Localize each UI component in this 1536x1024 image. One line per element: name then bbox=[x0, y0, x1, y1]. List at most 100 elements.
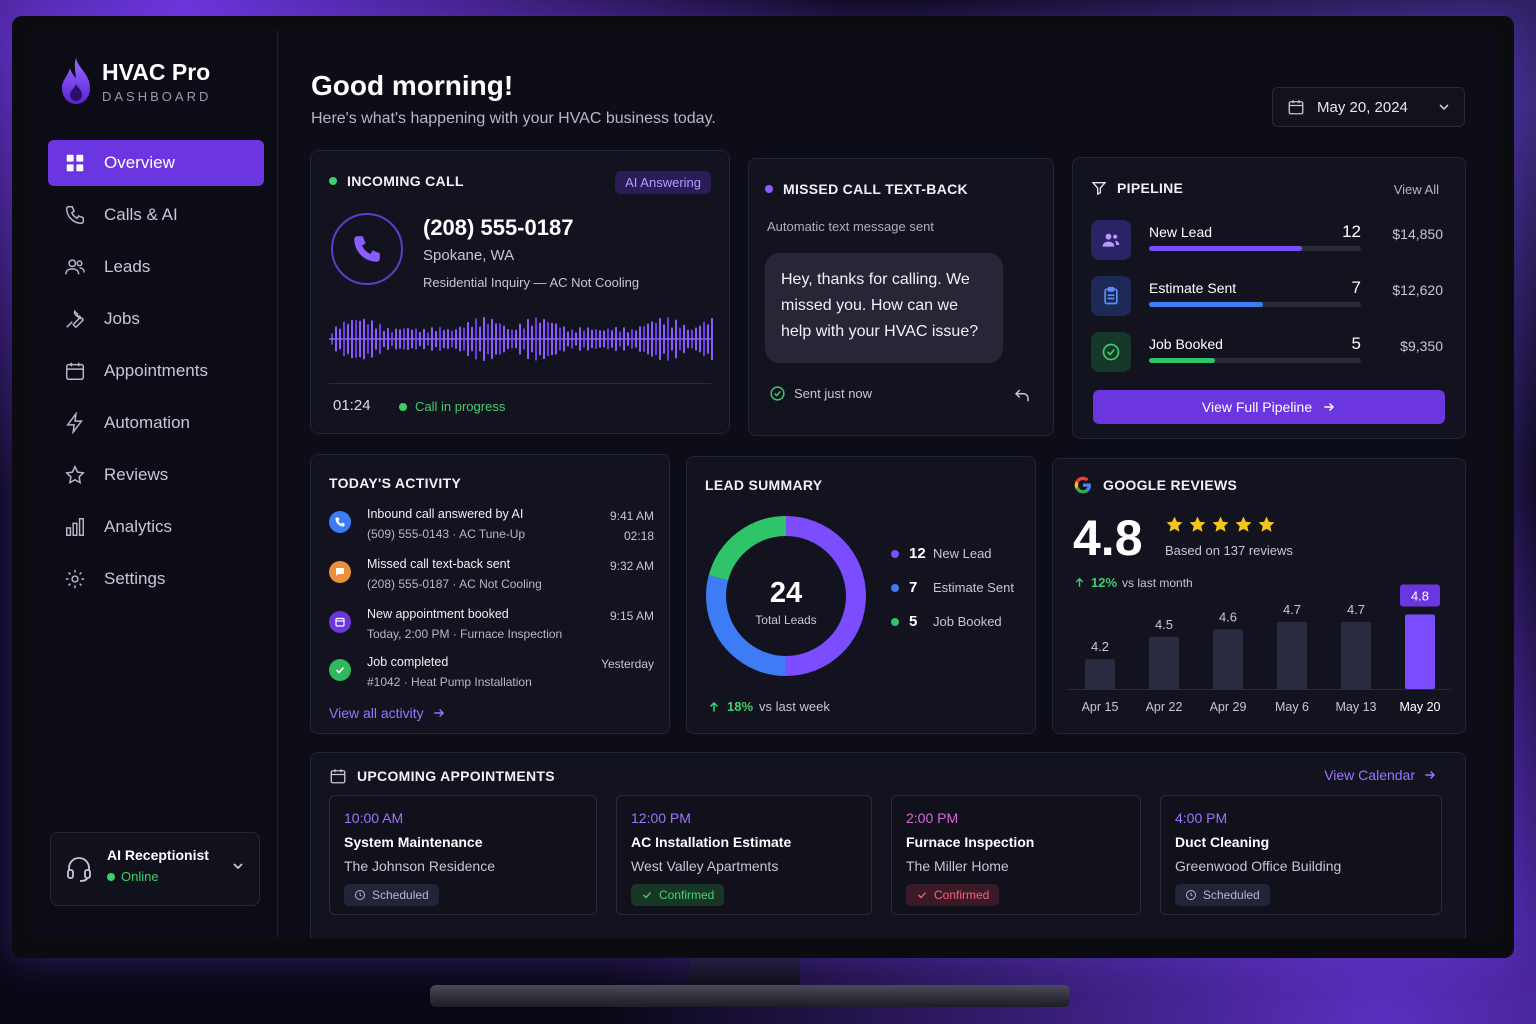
ai-receptionist-toggle[interactable]: AI Receptionist Online bbox=[50, 832, 260, 906]
view-all-activity-link[interactable]: View all activity bbox=[329, 705, 446, 721]
reply-icon[interactable] bbox=[1013, 387, 1031, 405]
call-status: Call in progress bbox=[399, 399, 505, 414]
page-subtitle: Here's what's happening with your HVAC b… bbox=[311, 110, 716, 127]
dashboard-screen: HVAC Pro DASHBOARD Overview Calls & AI L… bbox=[28, 30, 1498, 938]
clock-icon bbox=[1186, 890, 1196, 900]
chevron-down-icon bbox=[233, 863, 243, 870]
data-label: 4.5 bbox=[1155, 617, 1173, 632]
appointment-title: Duct Cleaning bbox=[1175, 834, 1270, 850]
bolt-icon bbox=[66, 412, 83, 434]
calendar-icon bbox=[66, 362, 84, 380]
chart-bar[interactable] bbox=[1149, 636, 1179, 689]
date-picker[interactable]: May 20, 2024 bbox=[1272, 87, 1465, 127]
activity-detail: (208) 555-0187 · AC Not Cooling bbox=[367, 577, 542, 591]
stage-count: 5 bbox=[1351, 334, 1361, 353]
message-icon bbox=[336, 568, 344, 576]
activity-time: 9:15 AM bbox=[609, 609, 654, 623]
growth-label: vs last week bbox=[759, 699, 830, 714]
clipboard-icon bbox=[1104, 286, 1118, 305]
phone-icon bbox=[66, 206, 84, 224]
sidebar-item-analytics[interactable]: Analytics bbox=[48, 504, 264, 550]
status-text: Online bbox=[121, 869, 159, 884]
review-growth: 12% vs last month bbox=[1073, 575, 1193, 590]
sidebar-item-settings[interactable]: Settings bbox=[48, 556, 264, 602]
card-title: MISSED CALL TEXT-BACK bbox=[783, 181, 968, 197]
sidebar-item-reviews[interactable]: Reviews bbox=[48, 452, 264, 498]
activity-item[interactable]: Inbound call answered by AI (509) 555-01… bbox=[329, 507, 654, 551]
activity-item[interactable]: Missed call text-back sent (208) 555-018… bbox=[329, 557, 654, 601]
sidebar-item-automation[interactable]: Automation bbox=[48, 400, 264, 446]
sidebar-item-label: Overview bbox=[104, 153, 175, 172]
status-text: Confirmed bbox=[659, 888, 715, 902]
pipeline-row-new-lead[interactable]: New Lead 12 $14,850 bbox=[1091, 220, 1447, 260]
progress-track bbox=[1149, 246, 1361, 251]
chart-bar[interactable] bbox=[1085, 659, 1115, 689]
activity-icon bbox=[329, 511, 351, 533]
stage-count: 7 bbox=[1351, 278, 1361, 297]
monitor-foot bbox=[430, 985, 1070, 1007]
card-header: UPCOMING APPOINTMENTS bbox=[329, 767, 555, 785]
pipeline-card: PIPELINE View All New Lead 12 $14,850 Es… bbox=[1072, 157, 1466, 439]
chart-bar[interactable] bbox=[1405, 614, 1435, 689]
activity-card: TODAY'S ACTIVITY Inbound call answered b… bbox=[310, 454, 670, 734]
legend-label: New Lead bbox=[933, 546, 992, 561]
activity-detail: (509) 555-0143 · AC Tune-Up bbox=[367, 527, 526, 541]
lead-summary-card: LEAD SUMMARY 24 Total Leads 12 New Lead 7… bbox=[686, 456, 1036, 734]
status-dot bbox=[399, 402, 407, 411]
sidebar-item-calls[interactable]: Calls & AI bbox=[48, 192, 264, 238]
bar-chart-icon bbox=[66, 518, 84, 536]
ai-answering-badge: AI Answering bbox=[615, 171, 711, 194]
data-label: 4.2 bbox=[1091, 639, 1109, 654]
legend-label: Job Booked bbox=[933, 614, 1002, 629]
appointment-card[interactable]: 4:00 PM Duct Cleaning Greenwood Office B… bbox=[1160, 795, 1442, 915]
chart-bar[interactable] bbox=[1213, 629, 1243, 689]
card-title: TODAY'S ACTIVITY bbox=[329, 475, 462, 491]
status-dot bbox=[765, 185, 773, 193]
view-full-pipeline-button[interactable]: View Full Pipeline bbox=[1093, 390, 1445, 424]
star-icon bbox=[1258, 516, 1275, 532]
headset-icon bbox=[67, 857, 91, 882]
logo[interactable]: HVAC Pro DASHBOARD bbox=[60, 56, 211, 106]
review-count: Based on 137 reviews bbox=[1165, 543, 1293, 558]
arrow-up-icon bbox=[709, 701, 719, 712]
sidebar-item-label: Jobs bbox=[104, 309, 140, 328]
chart-bar[interactable] bbox=[1341, 621, 1371, 689]
call-timer: 01:24 bbox=[333, 397, 371, 414]
appointment-card[interactable]: 12:00 PM AC Installation Estimate West V… bbox=[616, 795, 872, 915]
chart-bar[interactable] bbox=[1277, 621, 1307, 689]
sidebar-item-jobs[interactable]: Jobs bbox=[48, 296, 264, 342]
status-text: Sent just now bbox=[794, 386, 873, 401]
appointment-card[interactable]: 2:00 PM Furnace Inspection The Miller Ho… bbox=[891, 795, 1141, 915]
activity-detail: #1042 · Heat Pump Installation bbox=[367, 675, 532, 689]
appointment-time: 12:00 PM bbox=[631, 810, 691, 826]
pipeline-row-estimate-sent[interactable]: Estimate Sent 7 $12,620 bbox=[1091, 276, 1447, 316]
activity-item[interactable]: Job completed #1042 · Heat Pump Installa… bbox=[329, 655, 654, 699]
total-leads-value: 24 bbox=[769, 577, 803, 609]
legend-item-estimate-sent: 7 Estimate Sent bbox=[891, 579, 1014, 596]
sidebar-item-overview[interactable]: Overview bbox=[48, 140, 264, 186]
main-content: Good morning! Here's what's happening wi… bbox=[278, 30, 1498, 938]
divider bbox=[329, 383, 711, 384]
card-title: INCOMING CALL bbox=[347, 173, 464, 189]
link-label: View all activity bbox=[329, 705, 424, 721]
status-text: Scheduled bbox=[1203, 888, 1260, 902]
activity-item[interactable]: New appointment booked Today, 2:00 PM · … bbox=[329, 607, 654, 651]
status-badge: Scheduled bbox=[1175, 884, 1270, 906]
appointments-card: UPCOMING APPOINTMENTS View Calendar 10:0… bbox=[310, 752, 1466, 938]
sidebar-nav: Overview Calls & AI Leads Jobs Appointme… bbox=[48, 140, 264, 608]
data-label: 4.7 bbox=[1283, 602, 1301, 617]
sidebar-item-label: Appointments bbox=[104, 361, 208, 380]
data-label: 4.7 bbox=[1347, 602, 1365, 617]
appointment-card[interactable]: 10:00 AM System Maintenance The Johnson … bbox=[329, 795, 597, 915]
sidebar-item-appointments[interactable]: Appointments bbox=[48, 348, 264, 394]
lead-donut-chart bbox=[706, 516, 866, 676]
card-title: LEAD SUMMARY bbox=[705, 477, 823, 493]
progress-fill bbox=[1149, 358, 1215, 363]
status-badge: Confirmed bbox=[631, 884, 725, 906]
view-all-link[interactable]: View All bbox=[1393, 182, 1439, 197]
caller-number: (208) 555-0187 bbox=[423, 215, 574, 240]
check-circle-icon bbox=[1102, 343, 1120, 361]
sidebar-item-leads[interactable]: Leads bbox=[48, 244, 264, 290]
view-calendar-link[interactable]: View Calendar bbox=[1324, 767, 1437, 783]
pipeline-row-job-booked[interactable]: Job Booked 5 $9,350 bbox=[1091, 332, 1447, 372]
